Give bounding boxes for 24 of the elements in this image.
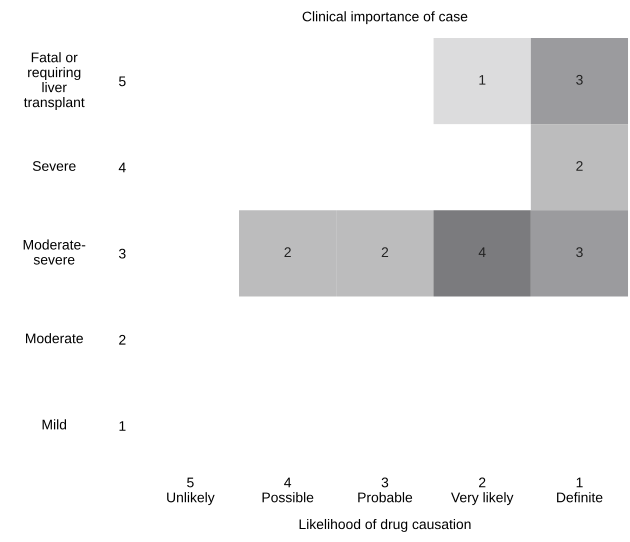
data-label: 2 (576, 161, 583, 171)
y-tick-label: Fatal or requiring liver transplant (24, 52, 85, 110)
x-tick-label: 4 Possible (262, 478, 314, 502)
data-label: 1 (479, 75, 486, 85)
data-label: 3 (576, 74, 583, 85)
x-tick-label: 3 Probable (358, 478, 412, 502)
y-tick-label: Moderate- severe (24, 239, 86, 265)
data-label: 2 (284, 247, 291, 257)
x-tick-label: 1 Definite (557, 478, 602, 502)
data-label: 4 (478, 247, 486, 257)
chart-title: Clinical importance of case (302, 11, 468, 24)
x-axis-title: Likelihood of drug causation (300, 518, 471, 532)
data-label: 3 (576, 247, 583, 258)
y2-tick-label: 1 (120, 421, 126, 431)
y-tick-label: Moderate (26, 333, 83, 344)
y-tick-label: Severe (32, 161, 76, 171)
x-tick-label: 5 Unlikely (167, 478, 215, 506)
y2-tick-label: 3 (118, 248, 126, 259)
y2-tick-label: 2 (119, 334, 126, 345)
x-tick-label: 2 Very likely (451, 478, 514, 506)
y-tick-label: Mild (42, 419, 66, 430)
y2-tick-label: 4 (118, 162, 126, 172)
data-label: 2 (382, 247, 388, 257)
y2-tick-label: 5 (119, 76, 126, 86)
